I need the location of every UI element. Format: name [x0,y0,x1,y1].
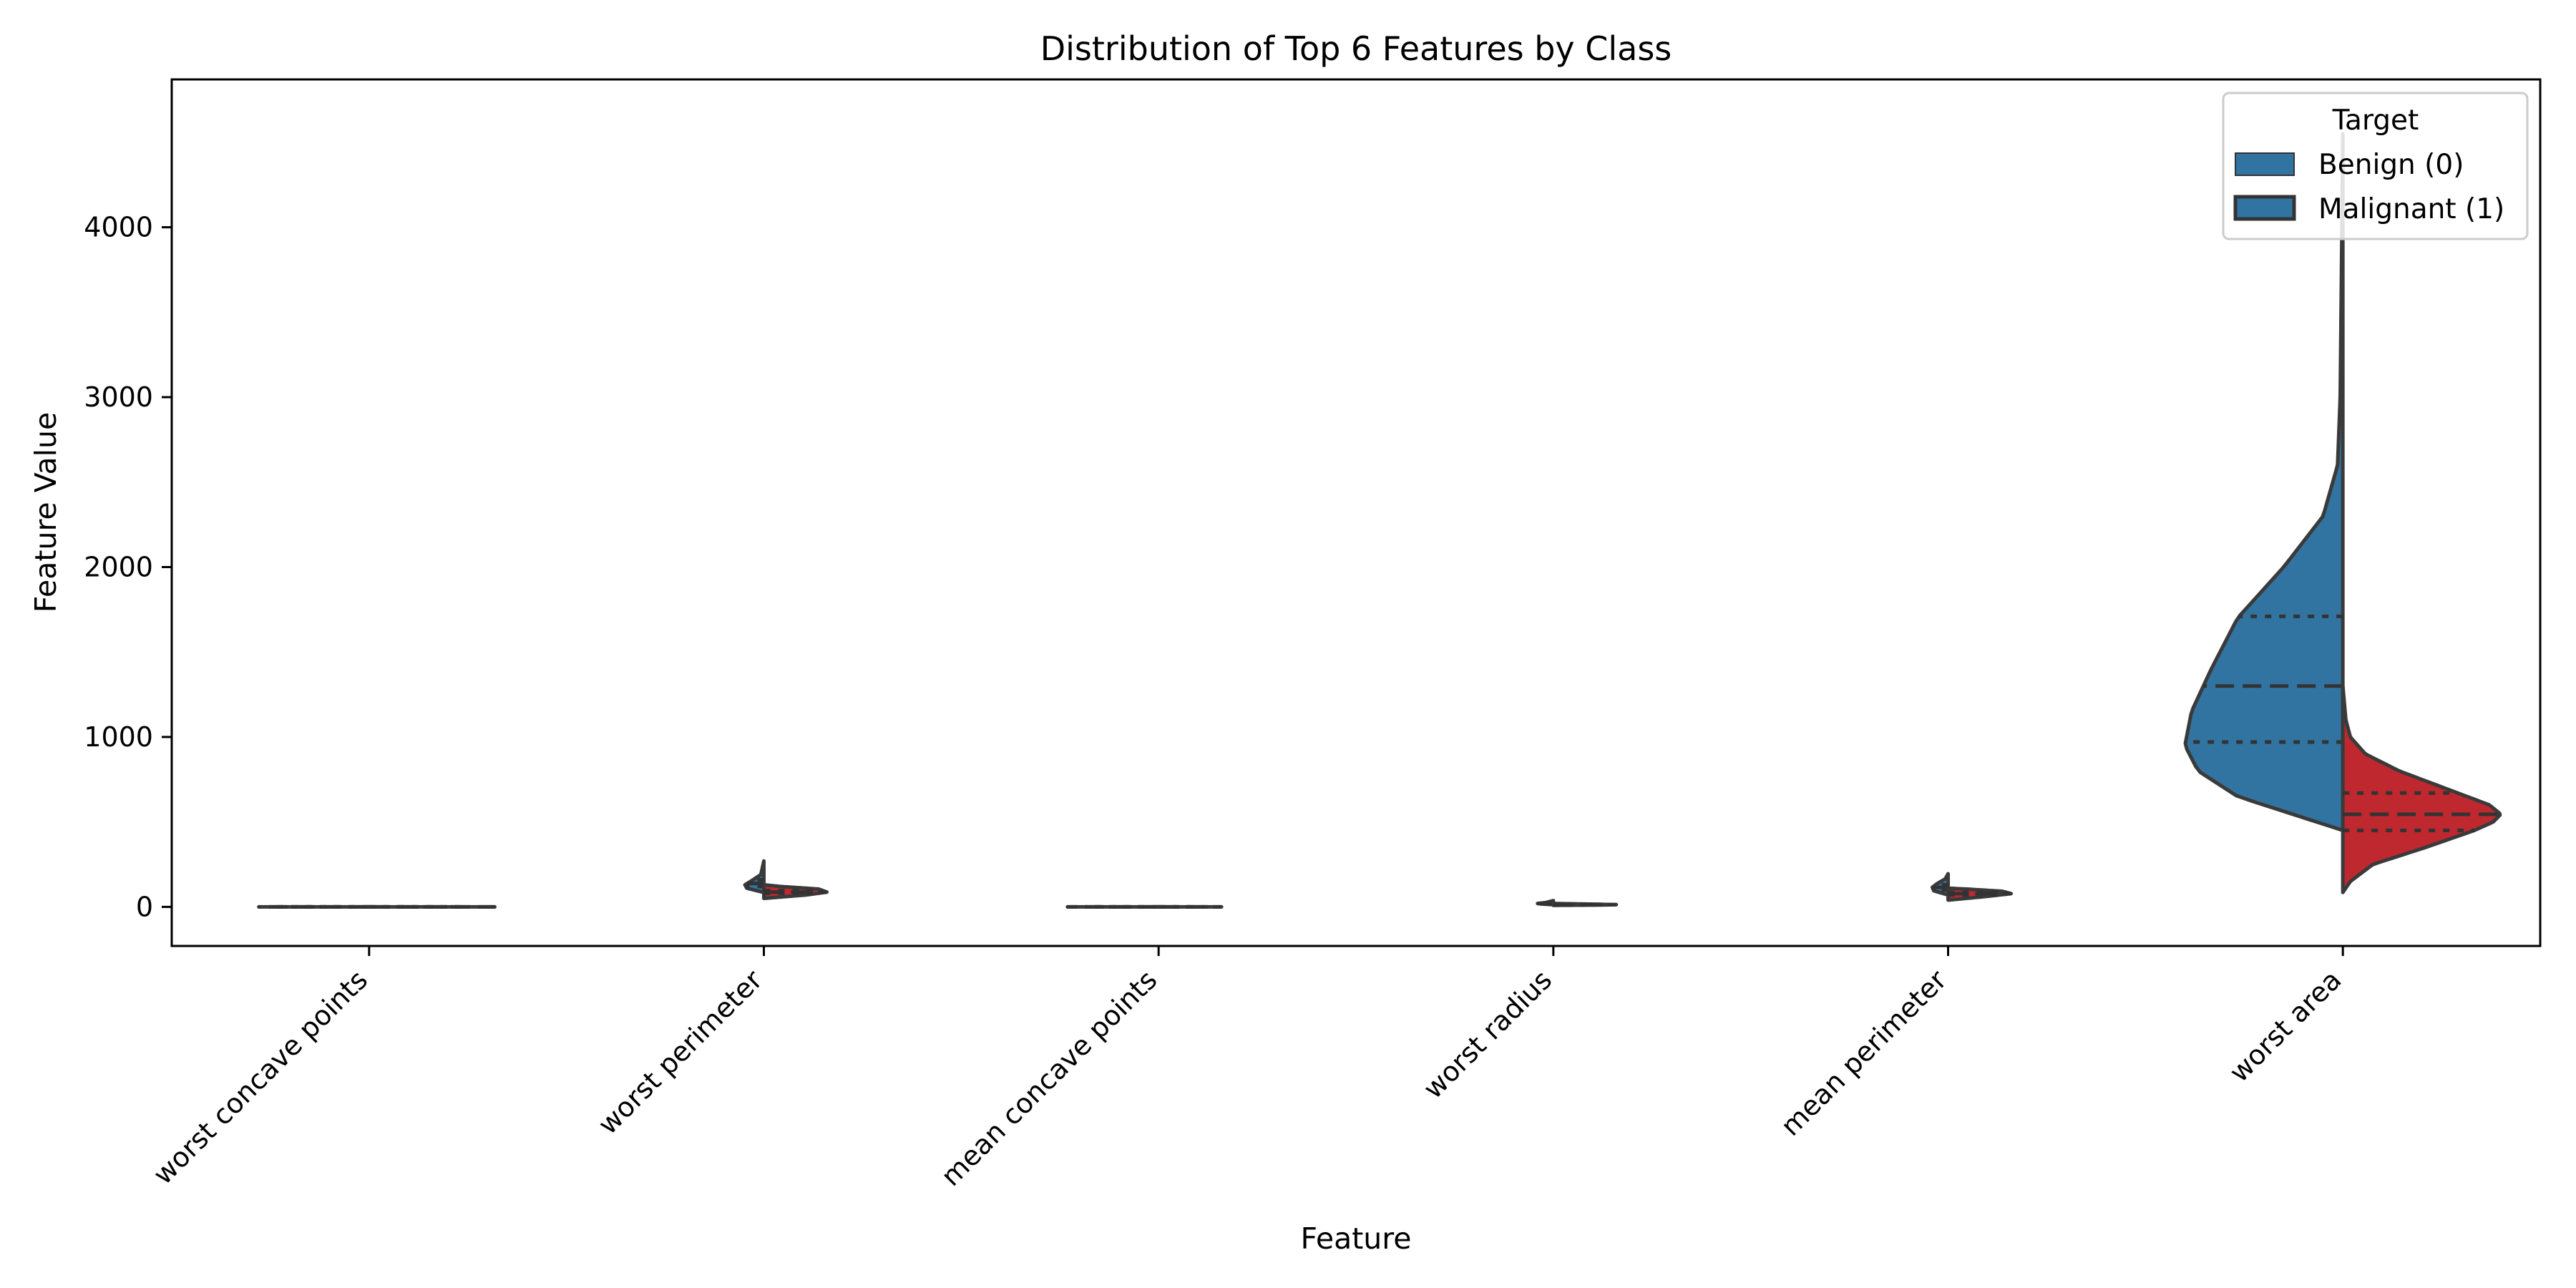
plot-frame [170,78,2542,947]
legend: Target Benign (0) Malignant (1) [2222,92,2529,240]
legend-frame [2222,92,2529,240]
legend-label-benign: Benign (0) [2318,149,2464,181]
y-tick-label: 4000 [84,212,153,243]
violin-left-5 [2183,132,2345,833]
y-axis: 0 1000 2000 3000 4000 [84,212,172,922]
y-tick-label: 2000 [84,551,153,582]
legend-swatch-malignant [2233,195,2296,221]
legend-label-malignant: Malignant (1) [2318,193,2504,225]
x-axis-label: Feature [1301,1221,1412,1256]
legend-title: Target [2332,104,2419,137]
y-tick-label: 3000 [84,381,153,413]
violins-layer [257,132,2502,909]
chart-title: Distribution of Top 6 Features by Class [1040,29,1672,68]
legend-swatch-benign [2235,152,2295,176]
y-tick-label: 0 [136,891,153,922]
violin-right-5 [2341,684,2502,894]
y-tick-label: 1000 [84,721,153,753]
y-axis-label: Feature Value [29,412,63,613]
